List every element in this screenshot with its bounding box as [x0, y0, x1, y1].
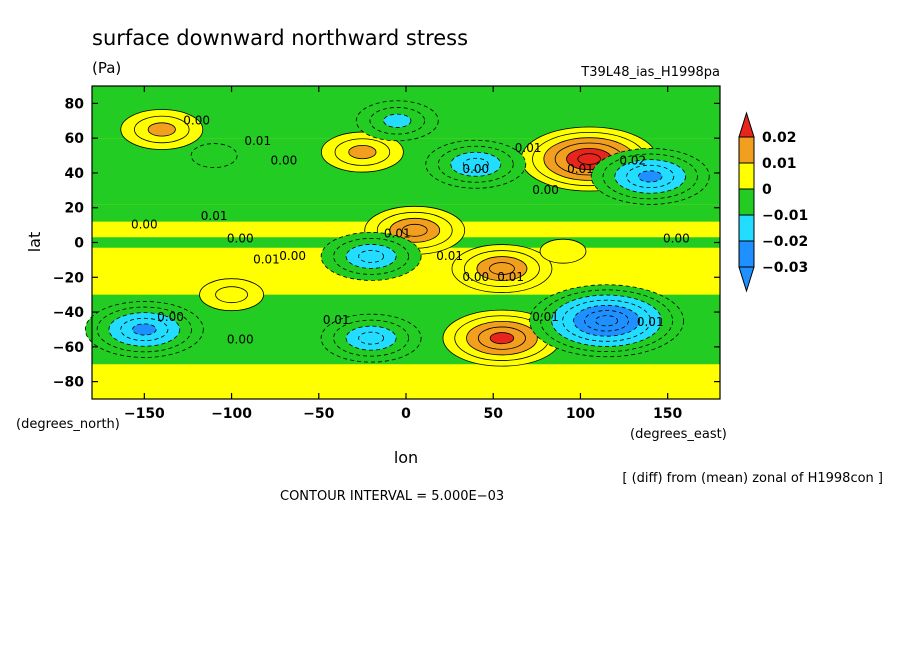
contour-label: 0.00: [157, 310, 184, 324]
contour-interval: CONTOUR INTERVAL = 5.000E−03: [280, 489, 504, 504]
colorbar-arrow-top: [738, 111, 755, 138]
colorbar-label: 0.01: [762, 156, 797, 172]
x-tick-label: 50: [483, 406, 503, 422]
y-unit-note: (degrees_north): [16, 417, 120, 432]
contour-label: 0.01: [637, 315, 664, 329]
contour-label: 0.01: [201, 209, 228, 223]
colorbar-segment: [738, 162, 755, 190]
contour-label: 0.00: [271, 153, 298, 167]
run-label: T39L48_ias_H1998pa: [580, 65, 720, 80]
contour-label: 0.01: [244, 134, 271, 148]
contour-ring: [383, 113, 412, 128]
contour-ring: [190, 143, 238, 168]
anomaly-cell: [120, 109, 204, 150]
x-axis-title: lon: [394, 448, 418, 467]
contour-labels: 0.000.010.000.000.010.000.01 0.000.010.01…: [131, 113, 690, 346]
anomaly-cell: [590, 148, 710, 205]
contour-label: 0.01: [323, 313, 350, 327]
contour-label: 0.01: [515, 141, 542, 155]
colorbar-segment: [738, 136, 755, 164]
contour-label: 0.00: [462, 162, 489, 176]
contour-label: 0.01: [253, 252, 280, 266]
y-tick-label: 60: [65, 131, 85, 147]
contour-ring: [489, 332, 515, 345]
contour-ring: [358, 331, 385, 345]
chart-title: surface downward northward stress: [92, 26, 468, 50]
y-tick-label: 40: [65, 166, 85, 182]
anomaly-cell: [320, 232, 422, 281]
contour-label: 0.00: [462, 270, 489, 284]
y-axis-ticks: −80 −60 −40 −20 0 20 40 60 80: [53, 96, 720, 391]
contour-label: 0.01: [384, 226, 411, 240]
contour-label: 0.00: [183, 113, 210, 127]
colorbar-segment: [738, 240, 755, 268]
anomaly-cell: [190, 143, 238, 168]
contour-ring: [401, 223, 428, 237]
x-axis-ticks: −150 −100 −50 0 50 100 150: [124, 86, 683, 422]
anomaly-cell: [529, 284, 685, 358]
contour-ring: [577, 153, 601, 165]
anomaly-cell: [320, 131, 404, 173]
colorbar-label: −0.02: [762, 234, 808, 250]
contour-ring: [358, 250, 385, 263]
contour-label: 0.01: [436, 249, 463, 263]
colorbar-segment: [738, 214, 755, 242]
y-tick-label: −80: [53, 375, 84, 391]
y-tick-label: −60: [53, 340, 84, 356]
x-tick-label: −150: [124, 406, 165, 422]
contour-label: 0.00: [227, 332, 254, 346]
colorbar-arrow-bottom: [738, 266, 755, 293]
anomaly-cell: [84, 301, 204, 358]
anomaly-cell: [199, 278, 264, 312]
contour-label: 0.01: [567, 162, 594, 176]
colorbar-label: −0.03: [762, 260, 808, 276]
contour-label: 0.00: [131, 218, 158, 232]
anomaly-cell: [425, 139, 527, 189]
contour-label: 0.00: [663, 232, 690, 246]
contour-ring: [462, 157, 489, 171]
chart-units: (Pa): [92, 59, 121, 77]
contour-label: 0.01: [532, 310, 559, 324]
x-tick-label: 150: [653, 406, 682, 422]
x-unit-note: (degrees_east): [630, 427, 727, 442]
contour-ring: [539, 238, 587, 264]
y-axis-title: lat: [25, 232, 44, 253]
y-tick-label: 20: [65, 201, 85, 217]
contour-label: 0.00: [279, 249, 306, 263]
contour-ring: [132, 323, 157, 336]
anomaly-cells: [84, 100, 710, 367]
contour-ring: [638, 170, 663, 183]
colorbar-label: 0: [762, 182, 772, 198]
anomaly-cell: [442, 309, 562, 367]
contour-ring: [147, 122, 176, 137]
colorbar: 0.02 0.01 0 −0.01 −0.02 −0.03: [738, 111, 808, 293]
contour-label: 0.02: [619, 153, 646, 167]
footnote: [ (diff) from (mean) zonal of H1998con ]: [622, 471, 883, 486]
y-tick-label: 80: [65, 96, 85, 112]
colorbar-label: −0.01: [762, 208, 808, 224]
x-tick-label: 100: [566, 406, 595, 422]
plot-area: 0.000.010.000.000.010.000.01 0.000.010.01…: [53, 85, 721, 422]
contour-label: 0.00: [227, 232, 254, 246]
anomaly-cell: [320, 313, 422, 363]
contour-ring: [595, 315, 619, 327]
contour-ring: [215, 286, 248, 304]
contour-ring: [348, 145, 377, 160]
y-tick-label: −20: [53, 270, 84, 286]
contour-label: 0.01: [497, 270, 524, 284]
anomaly-cell: [539, 238, 587, 264]
x-tick-label: −100: [211, 406, 252, 422]
contour-ring: [489, 262, 515, 275]
x-tick-label: 0: [401, 406, 411, 422]
colorbar-segment: [738, 188, 755, 216]
y-tick-label: 0: [74, 236, 84, 252]
anomaly-cell: [451, 244, 553, 293]
x-tick-label: −50: [303, 406, 334, 422]
colorbar-label: 0.02: [762, 130, 797, 146]
anomaly-cell: [355, 100, 439, 142]
contour-label: 0.00: [532, 183, 559, 197]
y-tick-label: −40: [53, 305, 84, 321]
